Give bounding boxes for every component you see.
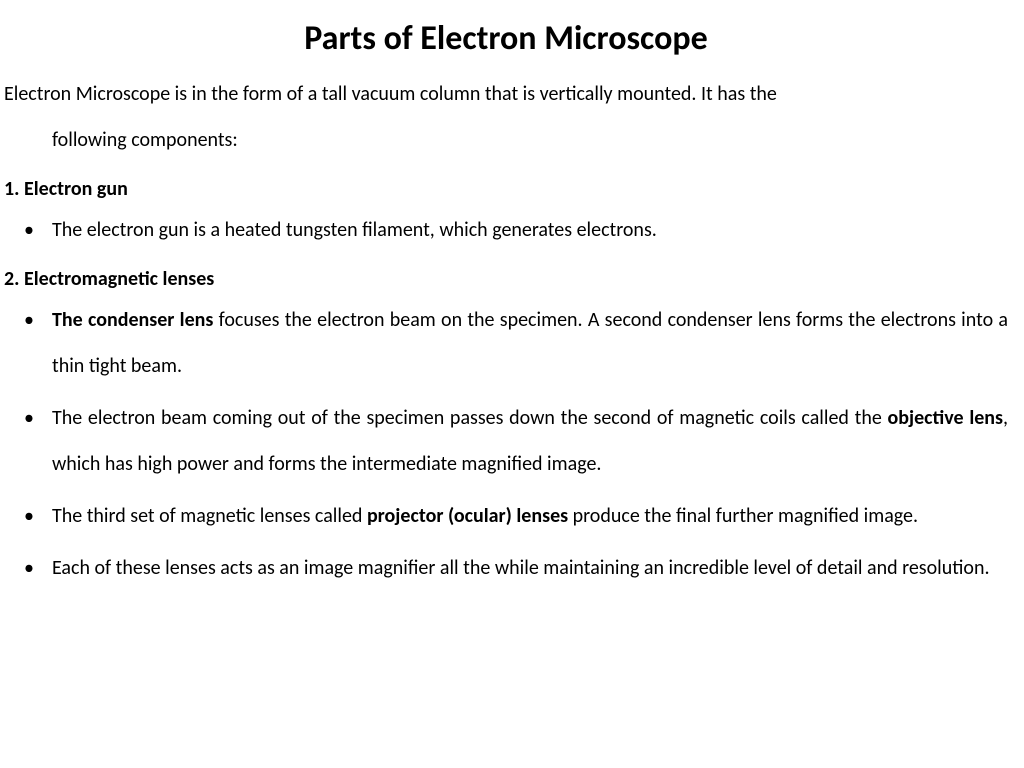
bullet-text: Each of these lenses acts as an image ma…	[52, 556, 990, 580]
bullet-text: The electron gun is a heated tungsten fi…	[52, 218, 657, 242]
list-1: The electron gun is a heated tungsten fi…	[4, 207, 1008, 253]
intro-line-2: following components:	[4, 117, 238, 163]
list-item: The electron beam coming out of the spec…	[4, 395, 1008, 487]
bold-term: projector (ocular) lenses	[367, 504, 568, 528]
section-heading-2: 2. Electromagnetic lenses	[4, 267, 1008, 291]
bullet-text: The electron beam coming out of the spec…	[52, 406, 888, 430]
bullet-text: The third set of magnetic lenses called	[52, 504, 367, 528]
intro-paragraph: Electron Microscope is in the form of a …	[4, 71, 1008, 163]
bold-term: objective lens	[888, 406, 1004, 430]
page-title: Parts of Electron Microscope	[4, 18, 1008, 59]
section-heading-1: 1. Electron gun	[4, 177, 1008, 201]
list-2: The condenser lens focuses the electron …	[4, 297, 1008, 591]
list-item: The third set of magnetic lenses called …	[4, 493, 1008, 539]
list-item: Each of these lenses acts as an image ma…	[4, 545, 1008, 591]
list-item: The electron gun is a heated tungsten fi…	[4, 207, 1008, 253]
bullet-text: produce the final further magnified imag…	[568, 504, 918, 528]
list-item: The condenser lens focuses the electron …	[4, 297, 1008, 389]
intro-line-1: Electron Microscope is in the form of a …	[4, 82, 777, 106]
bold-term: The condenser lens	[52, 308, 213, 332]
